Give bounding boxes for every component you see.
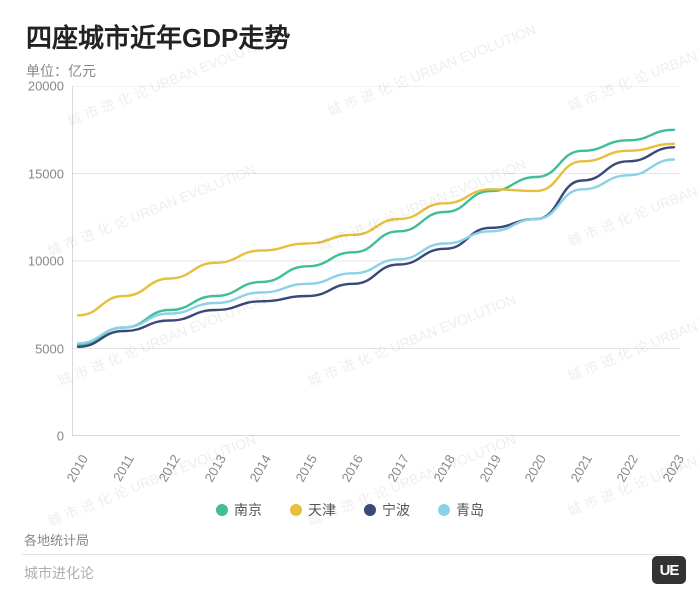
gdp-line-chart: 05000100001500020000 2010201120122013201…	[0, 80, 700, 500]
legend-label: 宁波	[382, 500, 410, 520]
x-tick-label: 2013	[201, 452, 228, 485]
legend-dot-icon	[216, 504, 228, 516]
series-line-宁波	[78, 147, 674, 346]
legend-dot-icon	[364, 504, 376, 516]
y-tick-label: 20000	[28, 79, 64, 94]
footer-divider	[22, 554, 678, 555]
x-tick-label: 2019	[476, 452, 503, 485]
x-tick-label: 2021	[568, 452, 595, 485]
legend-label: 南京	[234, 500, 262, 520]
legend-dot-icon	[438, 504, 450, 516]
ue-logo-badge: UE	[652, 556, 686, 584]
page-title: 四座城市近年GDP走势	[0, 0, 700, 61]
x-tick-label: 2020	[522, 452, 549, 485]
y-tick-label: 10000	[28, 254, 64, 269]
x-tick-label: 2016	[339, 452, 366, 485]
x-tick-label: 2015	[293, 452, 320, 485]
x-tick-label: 2014	[247, 452, 274, 485]
x-tick-label: 2023	[660, 452, 687, 485]
footer-text: 城市进化论	[24, 563, 94, 583]
legend-dot-icon	[290, 504, 302, 516]
data-source: 各地统计局	[24, 530, 89, 549]
y-axis: 0 5000 10000 15000 20000	[0, 80, 72, 500]
y-tick-label: 15000	[28, 166, 64, 181]
legend-item: 天津	[290, 500, 336, 520]
series-line-青岛	[78, 160, 674, 344]
plot-area	[72, 86, 680, 436]
x-tick-label: 2011	[110, 452, 137, 484]
series-line-天津	[78, 144, 674, 315]
legend-label: 天津	[308, 500, 336, 520]
x-tick-label: 2022	[614, 452, 641, 485]
legend-item: 青岛	[438, 500, 484, 520]
x-tick-label: 2017	[384, 452, 411, 485]
legend-label: 青岛	[456, 500, 484, 520]
x-axis: 2010201120122013201420152016201720182019…	[72, 442, 680, 482]
legend-item: 宁波	[364, 500, 410, 520]
y-tick-label: 5000	[35, 341, 64, 356]
x-tick-label: 2018	[430, 452, 457, 485]
x-tick-label: 2012	[155, 452, 182, 485]
legend-item: 南京	[216, 500, 262, 520]
y-tick-label: 0	[57, 429, 64, 444]
legend: 南京 天津 宁波 青岛	[0, 500, 700, 520]
